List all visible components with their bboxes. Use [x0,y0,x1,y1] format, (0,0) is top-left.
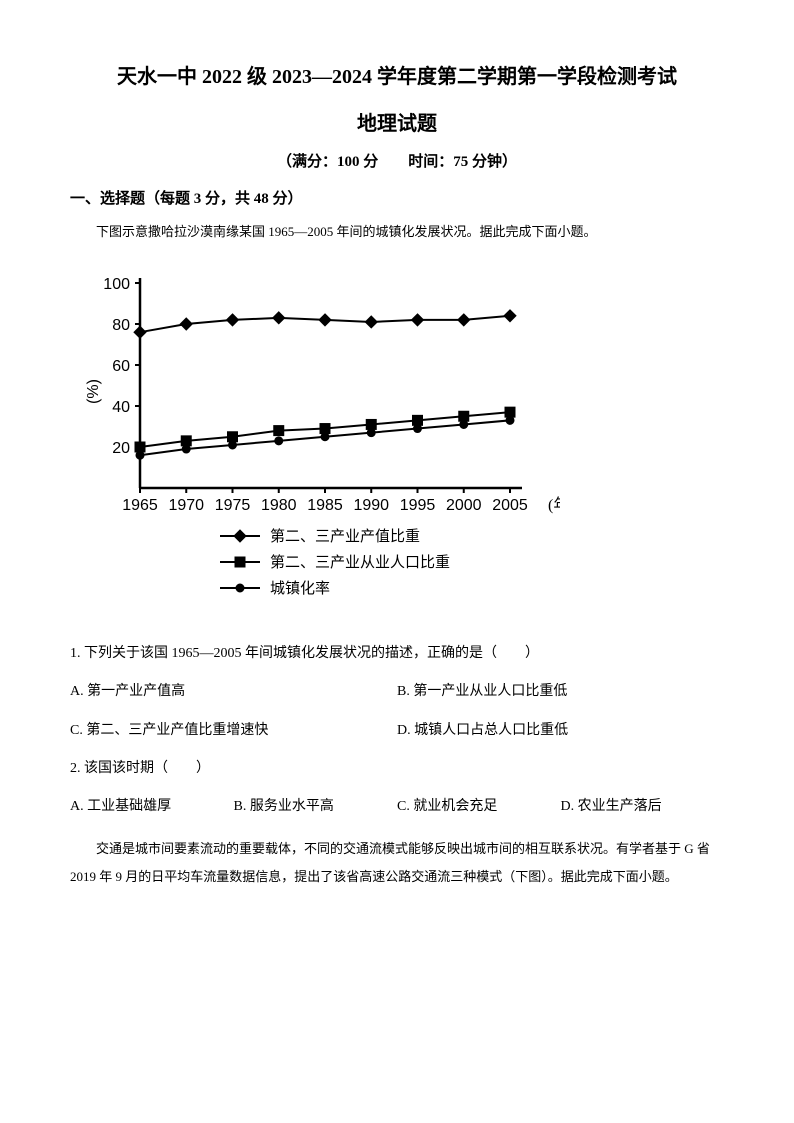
svg-text:1975: 1975 [215,497,251,514]
svg-text:2005: 2005 [492,497,528,514]
svg-text:1965: 1965 [122,497,158,514]
svg-text:(年): (年) [548,496,560,514]
context-2: 交通是城市间要素流动的重要载体，不同的交通流模式能够反映出城市间的相互联系状况。… [70,835,724,892]
svg-text:1990: 1990 [353,497,389,514]
q1-opt-d: D. 城镇人口占总人口比重低 [397,720,724,742]
q1-opt-c: C. 第二、三产业产值比重增速快 [70,720,397,742]
q1-row2: C. 第二、三产业产值比重增速快 D. 城镇人口占总人口比重低 [70,720,724,742]
svg-text:1995: 1995 [400,497,436,514]
chart-svg: 20 40 60 80 100 (%) 1965 1970 1975 1980 1985 1990 19… [80,263,560,613]
q2-stem: 2. 该国该时期（ ） [70,758,724,780]
section-1-heading: 一、选择题（每题 3 分，共 48 分） [70,187,724,208]
title-main: 天水一中 2022 级 2023—2024 学年度第二学期第一学段检测考试 [70,60,724,89]
svg-text:80: 80 [112,317,130,334]
q2-opt-d: D. 农业生产落后 [561,796,725,818]
svg-text:(%): (%) [85,379,102,404]
svg-text:1970: 1970 [168,497,204,514]
chart-instruction: 下图示意撒哈拉沙漠南缘某国 1965—2005 年间的城镇化发展状况。据此完成下… [70,222,724,243]
svg-text:第二、三产业从业人口比重: 第二、三产业从业人口比重 [270,553,450,571]
svg-text:1985: 1985 [307,497,343,514]
svg-text:城镇化率: 城镇化率 [270,580,330,597]
exam-meta: （满分：100 分 时间：75 分钟） [70,150,724,171]
svg-text:2000: 2000 [446,497,482,514]
q1-opt-a: A. 第一产业产值高 [70,681,397,703]
q2-opt-c: C. 就业机会充足 [397,796,561,818]
svg-text:第二、三产业产值比重: 第二、三产业产值比重 [270,527,420,545]
q2-opt-b: B. 服务业水平高 [234,796,398,818]
title-sub: 地理试题 [70,107,724,136]
urbanization-chart: 20 40 60 80 100 (%) 1965 1970 1975 1980 1985 1990 19… [80,263,724,613]
q1-stem: 1. 下列关于该国 1965—2005 年间城镇化发展状况的描述，正确的是（ ） [70,643,724,665]
svg-text:40: 40 [112,399,130,416]
q2-row: A. 工业基础雄厚 B. 服务业水平高 C. 就业机会充足 D. 农业生产落后 [70,796,724,818]
q1-row1: A. 第一产业产值高 B. 第一产业从业人口比重低 [70,681,724,703]
svg-text:100: 100 [103,276,130,293]
svg-text:1980: 1980 [261,497,297,514]
q1-opt-b: B. 第一产业从业人口比重低 [397,681,724,703]
svg-text:20: 20 [112,440,130,457]
q2-opt-a: A. 工业基础雄厚 [70,796,234,818]
svg-text:60: 60 [112,358,130,375]
